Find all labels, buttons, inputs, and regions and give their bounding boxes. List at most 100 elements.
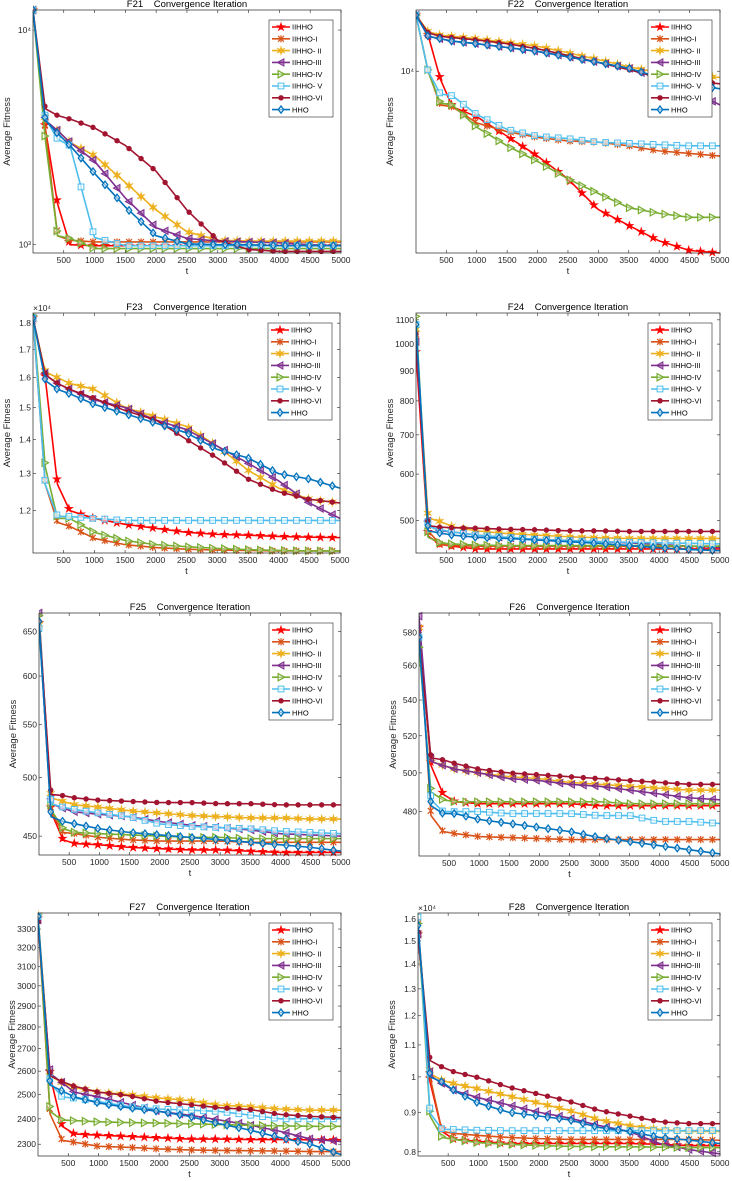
series-marker — [615, 812, 622, 819]
series-marker — [222, 844, 233, 855]
legend-label: IIHHO-VI — [671, 997, 701, 1006]
series-marker — [257, 240, 265, 250]
series-marker — [580, 1102, 586, 1109]
y-tick-label: 560 — [403, 661, 417, 671]
series-marker — [100, 169, 109, 179]
series-marker — [685, 212, 694, 222]
series-marker — [626, 528, 633, 535]
series-marker — [101, 530, 110, 540]
series-marker — [520, 1134, 528, 1142]
legend-label: HHO — [292, 1008, 309, 1017]
series-marker — [684, 784, 694, 796]
series-marker — [673, 141, 681, 149]
series-marker — [533, 1090, 539, 1097]
series-marker — [257, 846, 268, 856]
series-marker — [304, 474, 312, 484]
series-marker — [521, 1088, 527, 1094]
series-marker — [151, 1132, 162, 1142]
legend-label: IIHHO-III — [291, 361, 321, 370]
series-marker — [282, 828, 290, 835]
series-marker — [497, 833, 505, 841]
legend-label: IIHHO-III — [671, 661, 701, 670]
series-marker — [509, 797, 518, 807]
series-marker — [59, 803, 66, 811]
series-marker — [697, 1136, 705, 1147]
x-tick-label: 4500 — [301, 255, 320, 265]
chart-panel-f23: 500 1000 1500 2000 2500 3000 3500 4000 4500 5000 1… — [2, 302, 350, 577]
series-marker — [161, 517, 169, 524]
series-marker — [129, 1093, 136, 1100]
series-marker — [615, 798, 624, 808]
series-marker — [200, 823, 208, 831]
series-group — [419, 611, 721, 858]
y-tick-label: 1.7 — [19, 345, 31, 355]
series-marker — [497, 809, 505, 817]
series-marker — [683, 244, 694, 255]
series-marker — [306, 829, 314, 836]
legend-marker — [278, 998, 284, 1004]
series-marker — [684, 793, 693, 803]
chart-title: F26 Convergence Iteration — [509, 602, 629, 613]
series-marker — [555, 1127, 563, 1135]
series-marker — [707, 247, 718, 257]
series-marker — [448, 530, 456, 540]
series-marker — [233, 1134, 244, 1144]
legend-label: IIHHO- V — [671, 985, 701, 994]
axes-box — [415, 312, 721, 554]
series-marker — [89, 228, 97, 236]
legend: IIHHO IIHHO-I IIHHO- II IIHHO-III IIHHO-IV II… — [647, 19, 713, 118]
series-marker — [483, 122, 491, 130]
series-marker — [294, 833, 303, 844]
series-marker — [638, 1142, 647, 1152]
series-marker — [576, 187, 588, 198]
legend-label: IIHHO — [671, 326, 692, 335]
series-marker — [674, 1120, 680, 1126]
series-marker — [38, 911, 42, 922]
series-marker — [686, 1120, 692, 1127]
series-marker — [509, 819, 517, 829]
legend-label: HHO — [671, 1008, 688, 1017]
series-marker — [185, 517, 192, 524]
series-marker — [281, 240, 289, 251]
y-tick-label: 1 — [411, 1072, 416, 1082]
series-marker — [627, 777, 633, 784]
series-marker — [129, 1143, 136, 1152]
series-marker — [188, 1119, 197, 1129]
y-tick-label: 1.5 — [19, 402, 31, 412]
x-tick-label: 1500 — [499, 1158, 518, 1168]
series-marker — [509, 834, 517, 842]
series-marker — [603, 1135, 610, 1144]
series-marker — [556, 835, 564, 843]
series-marker — [51, 473, 62, 484]
series-marker — [81, 1094, 89, 1105]
series-marker — [245, 517, 252, 524]
x-tick-label: 4500 — [680, 255, 699, 265]
x-tick-label: 5000 — [332, 1158, 351, 1168]
series-marker — [78, 120, 84, 126]
legend-marker — [656, 985, 664, 993]
series-marker — [544, 810, 552, 817]
series-marker — [637, 67, 645, 77]
series-marker — [58, 816, 67, 826]
series-marker — [591, 1121, 599, 1132]
series-marker — [436, 33, 444, 44]
series-marker — [519, 149, 528, 159]
y-tick-label: 10⁴ — [401, 66, 414, 76]
series-group — [416, 9, 721, 257]
legend-label: HHO — [291, 408, 308, 417]
series-marker — [186, 209, 192, 215]
series-marker — [697, 528, 704, 535]
series-marker — [603, 812, 611, 819]
series-marker — [650, 1117, 657, 1124]
series-marker — [271, 1147, 278, 1155]
series-marker — [176, 1118, 185, 1129]
axes-box — [32, 9, 342, 254]
x-tick-label: 2000 — [529, 1158, 548, 1168]
series-marker — [65, 522, 73, 530]
series-marker — [147, 522, 158, 533]
series-marker — [162, 1132, 174, 1143]
series-marker — [243, 529, 254, 540]
series-marker — [579, 811, 587, 818]
series-marker — [165, 821, 172, 828]
series-marker — [662, 818, 669, 825]
